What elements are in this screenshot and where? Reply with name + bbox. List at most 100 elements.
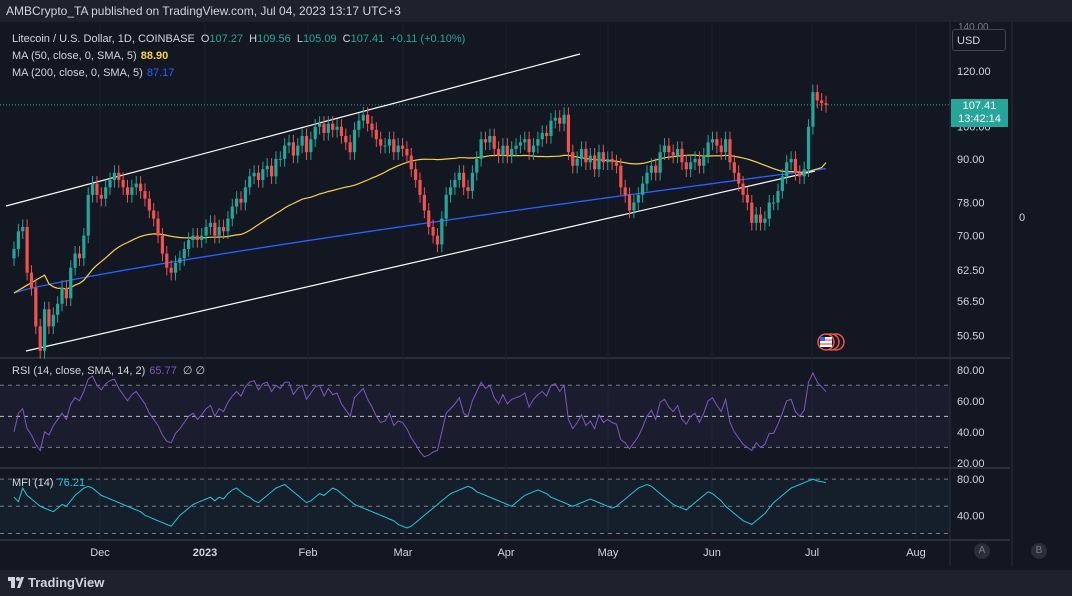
currency-button[interactable]: USD (952, 29, 1006, 51)
price-axis[interactable]: 120.00100.0090.0078.0070.0062.5056.5050.… (957, 22, 991, 522)
candle (204, 219, 208, 244)
candle-body (431, 227, 435, 236)
candle (47, 301, 51, 335)
footer: TradingView (0, 570, 1072, 596)
channel-upper-line (5, 53, 581, 207)
candle-body (287, 142, 291, 146)
candle (217, 219, 221, 244)
candle-body (95, 183, 99, 195)
ma200-legend-row[interactable]: MA (200, close, 0, SMA, 5) 87.17 (12, 65, 465, 82)
candle-body (213, 222, 217, 236)
time-tick-label: Mar (394, 547, 413, 559)
symbol-name[interactable]: Litecoin / U.S. Dollar, 1D, COINBASE (12, 33, 195, 45)
candle (374, 122, 378, 147)
candle (811, 84, 815, 135)
candle-body (536, 139, 540, 146)
candle (339, 119, 344, 144)
candle (34, 280, 38, 335)
open-value: 107.27 (209, 33, 244, 45)
close-label: C (342, 33, 351, 45)
candle-body (505, 145, 509, 156)
candle (514, 138, 518, 157)
candle (715, 131, 719, 154)
channel-lower-line (25, 170, 816, 352)
candle (160, 228, 165, 262)
candle (815, 84, 819, 109)
candle (523, 131, 527, 151)
ma50-legend-row[interactable]: MA (50, close, 0, SMA, 5) 88.90 (12, 48, 465, 65)
candle (261, 161, 265, 188)
candle-body (545, 132, 549, 137)
candle (675, 141, 680, 164)
candle (531, 138, 536, 160)
candle (820, 92, 824, 111)
candle (418, 172, 422, 203)
candle-body (86, 194, 90, 236)
ma200-value: 87.17 (146, 67, 175, 79)
candle (134, 176, 138, 196)
candle (558, 110, 562, 132)
candle (566, 107, 571, 160)
candle (16, 223, 20, 257)
candle-body (667, 145, 671, 153)
candle (641, 176, 645, 203)
candle (143, 183, 147, 207)
candle-body (25, 227, 29, 273)
candle-body (767, 202, 771, 219)
change-value: +0.11 (+0.10%) (390, 33, 466, 45)
candle-body (470, 172, 474, 192)
candle-body (479, 139, 483, 159)
candle-body (584, 148, 588, 163)
candle-body (710, 139, 715, 143)
candle-body (549, 120, 553, 137)
candle (86, 187, 90, 244)
us-flag-event-icon[interactable] (817, 333, 845, 351)
candle-body (348, 142, 352, 153)
candle (610, 151, 614, 171)
candle-body (728, 139, 732, 163)
candle (121, 172, 125, 196)
grid (0, 22, 1013, 566)
candle-body (483, 139, 488, 143)
rsi-extra: ∅ ∅ (182, 365, 206, 377)
candle-body (689, 162, 693, 170)
candle (680, 141, 684, 171)
candle-body (409, 155, 413, 170)
candle (728, 131, 732, 171)
candle-body (719, 145, 723, 153)
candle (409, 147, 413, 177)
candle-body (313, 126, 317, 140)
rsi-line (13, 371, 827, 458)
chart-canvas[interactable]: 120.00100.0090.0078.0070.0062.5056.5050.… (0, 22, 1072, 570)
candle-body (597, 152, 601, 170)
time-axis[interactable]: Dec 2023 Feb Mar Apr May Jun Jul Aug (90, 547, 926, 559)
candle-body (387, 139, 392, 146)
tradingview-logo[interactable]: TradingView (8, 575, 104, 590)
candle-body (64, 287, 68, 299)
candle-body (793, 158, 798, 173)
candle-body (361, 114, 365, 121)
auto-scale-button[interactable]: A (974, 543, 990, 559)
low-value: 105.09 (302, 33, 337, 45)
high-label: H (249, 33, 258, 45)
candle-body (82, 235, 86, 259)
candle (662, 138, 667, 160)
publish-header: AMBCrypto_TA published on TradingView.co… (0, 0, 1072, 22)
extra-button[interactable]: B (1031, 543, 1047, 559)
candle (370, 116, 374, 138)
mfi-legend[interactable]: MFI (14) 76.21 (12, 477, 85, 489)
price-tick-label: 62.50 (957, 265, 985, 277)
candle-body (518, 142, 523, 146)
candle (64, 280, 68, 307)
candle-body (165, 253, 169, 268)
candle (732, 154, 736, 181)
candle-body (440, 218, 444, 245)
candle-body (435, 235, 440, 245)
candle-body (418, 179, 422, 195)
candle (632, 195, 636, 219)
candle (789, 151, 793, 171)
trend-channel[interactable] (5, 53, 816, 352)
rsi-legend[interactable]: RSI (14, close, SMA, 14, 2) 65.77 ∅ ∅ (12, 364, 205, 377)
candle (562, 107, 566, 132)
ma200-label: MA (200, close, 0, SMA, 5) (12, 67, 143, 79)
